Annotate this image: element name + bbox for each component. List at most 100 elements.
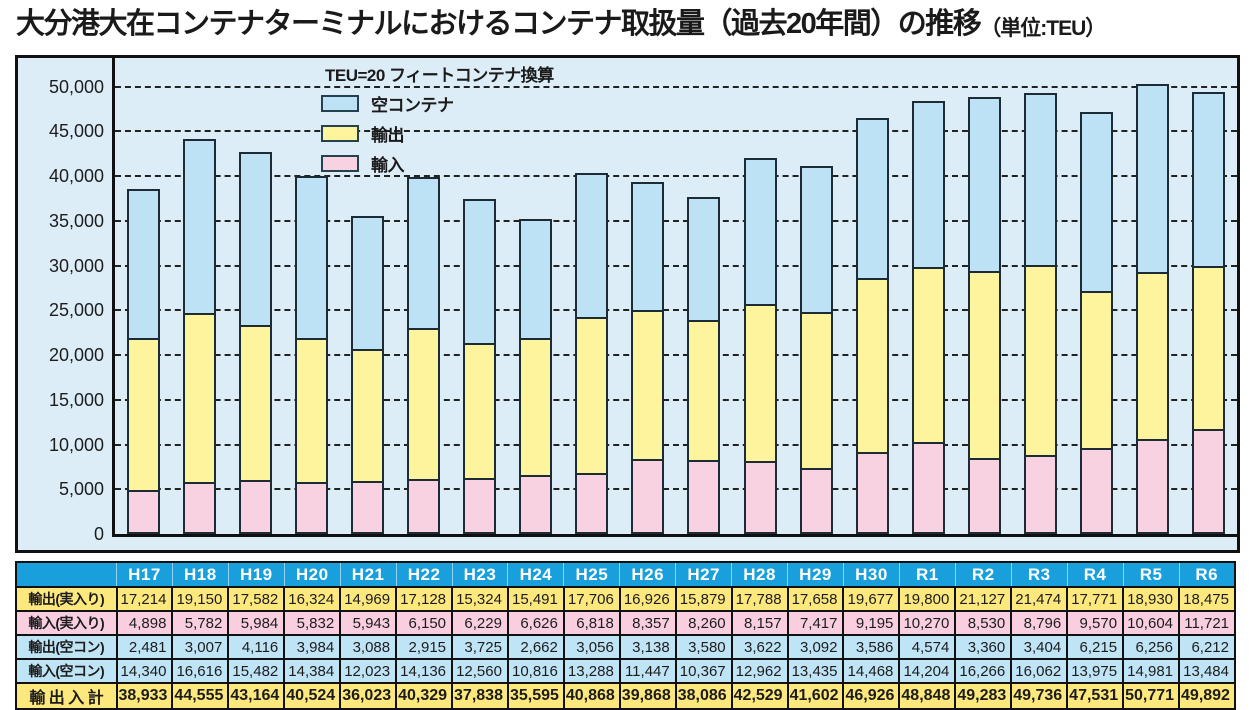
bar-segment-empty-container <box>294 176 328 340</box>
bar-segment-import <box>463 478 497 534</box>
bar-H25 <box>575 173 609 534</box>
bar-R3 <box>1024 93 1058 534</box>
chart-legend: TEU=20 フィートコンテナ換算 空コンテナ 輸出 輸入 <box>321 61 554 181</box>
table-cell: 3,580 <box>674 634 733 660</box>
bar-H21 <box>350 216 384 534</box>
row-label: 輸入(空コン) <box>15 658 118 684</box>
y-axis-tick-label: 50,000 <box>48 76 104 97</box>
table-cell: 40,329 <box>395 682 454 710</box>
table-cell: 43,164 <box>227 682 286 710</box>
table-cell: 3,622 <box>730 634 789 660</box>
table-cell: 15,491 <box>506 586 565 612</box>
data-table: H17 H18 H19 H20 H21 H22 H23 H24 H25 H26 H27 H28 H29 H… <box>15 561 1236 710</box>
legend-swatch-icon <box>321 155 359 172</box>
legend-label: 輸入 <box>371 156 405 175</box>
gridline <box>115 264 1237 267</box>
bar-R4 <box>1080 112 1114 534</box>
bar-segment-import <box>687 460 721 534</box>
table-cell: 3,984 <box>283 634 342 660</box>
table-cell: 13,435 <box>786 658 845 684</box>
bar-segment-empty-container <box>126 189 160 340</box>
table-cell: 49,892 <box>1178 682 1236 710</box>
table-cell: 35,595 <box>506 682 565 710</box>
bar-segment-import <box>126 490 160 534</box>
chart-frame: TEU=20 フィートコンテナ換算 空コンテナ 輸出 輸入 0 5,000 10,000… <box>15 55 1240 553</box>
table-cell: 17,788 <box>730 586 789 612</box>
bar-H23 <box>463 199 497 534</box>
table-cell: 50,771 <box>1122 682 1181 710</box>
bar-H20 <box>294 176 328 534</box>
table-cell: 17,658 <box>786 586 845 612</box>
table-cell: 14,136 <box>395 658 454 684</box>
bar-H26 <box>631 182 665 534</box>
column-header-H24: H24 <box>507 561 565 588</box>
bar-segment-export <box>519 338 553 477</box>
bar-segment-import <box>1192 429 1226 534</box>
bar-segment-empty-container <box>463 199 497 345</box>
table-cell: 3,088 <box>339 634 398 660</box>
bar-segment-import <box>967 458 1001 534</box>
table-cell: 16,062 <box>1010 658 1069 684</box>
y-axis-tick-label: 40,000 <box>48 166 104 187</box>
column-header-H30: H30 <box>842 561 900 588</box>
table-cell: 2,662 <box>506 634 565 660</box>
table-cell: 15,482 <box>227 658 286 684</box>
bar-segment-empty-container <box>1136 84 1170 274</box>
table-cell: 46,926 <box>842 682 901 710</box>
legend-label: 輸出 <box>371 126 405 145</box>
column-header-H26: H26 <box>619 561 677 588</box>
table-cell: 19,677 <box>842 586 901 612</box>
gridline <box>115 354 1237 357</box>
table-cell: 6,215 <box>1066 634 1125 660</box>
column-header-H19: H19 <box>227 561 285 588</box>
y-axis-tick-label: 0 <box>93 524 104 544</box>
bar-segment-empty-container <box>855 118 889 280</box>
gridline <box>115 219 1237 222</box>
column-header-H27: H27 <box>675 561 733 588</box>
y-axis-tick-label: 15,000 <box>48 389 104 410</box>
bar-segment-empty-container <box>743 158 777 306</box>
gridline <box>115 398 1237 401</box>
table-cell: 8,530 <box>954 610 1013 636</box>
table-cell: 11,447 <box>618 658 677 684</box>
table-row: 輸出(実入り) 17,214 19,150 17,582 16,324 14,969 17,… <box>15 586 1236 612</box>
column-header-H25: H25 <box>563 561 621 588</box>
bar-segment-empty-container <box>967 97 1001 273</box>
table-cell: 13,484 <box>1178 658 1236 684</box>
bar-segment-export <box>743 304 777 463</box>
bar-segment-export <box>1192 266 1226 431</box>
bar-segment-import <box>238 480 272 534</box>
table-header-row: H17 H18 H19 H20 H21 H22 H23 H24 H25 H26 H27 H28 H29 H… <box>15 561 1236 588</box>
table-cell: 3,056 <box>562 634 621 660</box>
bar-segment-export <box>182 313 216 484</box>
table-cell: 7,417 <box>786 610 845 636</box>
table-cell: 13,288 <box>562 658 621 684</box>
legend-item: 輸出 <box>321 121 554 146</box>
gridline <box>115 443 1237 446</box>
table-cell: 18,930 <box>1122 586 1181 612</box>
bar-H17 <box>126 189 160 534</box>
column-header-H17: H17 <box>116 561 173 588</box>
table-cell: 17,771 <box>1066 586 1125 612</box>
legend-item: 輸入 <box>321 151 554 176</box>
bar-segment-empty-container <box>799 166 833 314</box>
bar-segment-empty-container <box>1080 112 1114 293</box>
table-cell: 16,266 <box>954 658 1013 684</box>
row-label: 輸 出 入 計 <box>15 682 118 710</box>
table-cell: 17,582 <box>227 586 286 612</box>
bar-segment-empty-container <box>238 152 272 327</box>
bar-segment-import <box>799 468 833 534</box>
table-cell: 42,529 <box>730 682 789 710</box>
bar-segment-import <box>350 481 384 534</box>
table-cell: 16,926 <box>618 586 677 612</box>
table-cell: 5,943 <box>339 610 398 636</box>
table-cell: 17,706 <box>562 586 621 612</box>
page-title-text: 大分港大在コンテナターミナルにおけるコンテナ取扱量（過去20年間）の推移 <box>16 8 982 40</box>
table-cell: 9,570 <box>1066 610 1125 636</box>
column-header-H21: H21 <box>339 561 397 588</box>
table-cell: 19,800 <box>898 586 957 612</box>
bar-segment-export <box>575 317 609 475</box>
bar-segment-empty-container <box>350 216 384 351</box>
bar-H22 <box>407 177 441 534</box>
column-header-R3: R3 <box>1010 561 1068 588</box>
